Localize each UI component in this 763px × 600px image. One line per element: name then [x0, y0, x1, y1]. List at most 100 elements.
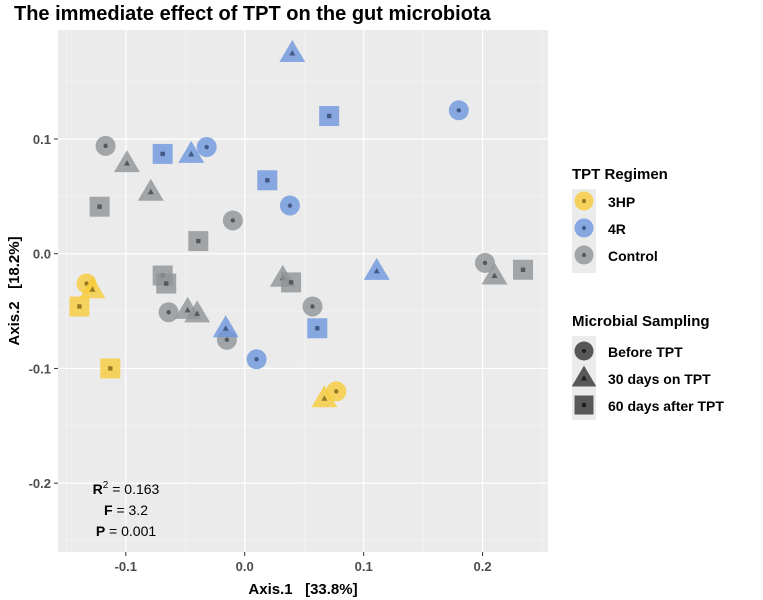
point-3hp-circle	[326, 381, 347, 402]
point-center-dot	[194, 310, 201, 316]
point-center-dot	[315, 326, 320, 331]
y-axis-title: Axis.2 [18.2%]	[6, 236, 23, 345]
legend-label: 3HP	[608, 194, 635, 210]
legend-item-circle: Before TPT	[574, 341, 683, 361]
point-center-dot	[103, 143, 108, 149]
point-center-dot	[196, 238, 201, 244]
legend-item-3hp: 3HP	[574, 191, 635, 211]
point-center-dot	[147, 188, 154, 195]
axis-ticks: -0.1 0.0 0.1 0.2 -0.2 -0.1 0.0 0.1	[29, 132, 492, 574]
point-control-square	[156, 273, 177, 294]
point-center-dot	[491, 272, 498, 279]
point-4r-triangle	[279, 39, 306, 62]
legend-item-control: Control	[574, 245, 658, 265]
point-4r-triangle	[363, 257, 390, 280]
legend-shape-title: Microbial Sampling	[572, 313, 710, 330]
point-center-dot	[581, 348, 587, 354]
chart-title: The immediate effect of TPT on the gut m…	[14, 3, 492, 25]
legend-item-triangle: 30 days on TPT	[571, 365, 711, 387]
point-center-dot	[581, 375, 587, 381]
point-4r-square	[152, 143, 173, 164]
point-center-dot	[184, 306, 191, 313]
point-center-dot	[326, 113, 332, 119]
point-center-dot	[166, 310, 171, 315]
point-control-circle	[158, 302, 179, 323]
point-4r-circle	[196, 137, 217, 158]
point-control-square	[513, 259, 534, 280]
point-control-square	[89, 196, 110, 217]
point-center-dot	[482, 260, 488, 266]
f-annotation: F = 3.2	[104, 502, 148, 518]
point-center-dot	[164, 281, 169, 286]
point-center-dot	[287, 203, 293, 208]
legend-label: 60 days after TPT	[608, 398, 724, 414]
legend-label: 4R	[608, 221, 626, 237]
point-center-dot	[310, 304, 315, 309]
point-4r-circle	[246, 349, 267, 370]
point-center-dot	[77, 304, 82, 309]
legend-label: Before TPT	[608, 344, 683, 360]
point-center-dot	[581, 198, 587, 204]
legend-color-title: TPT Regimen	[572, 166, 668, 183]
x-tick-label: 0.1	[355, 559, 373, 574]
point-4r-circle	[448, 100, 469, 121]
point-control-triangle	[481, 262, 508, 285]
point-center-dot	[581, 225, 587, 231]
point-center-dot	[288, 280, 294, 285]
point-center-dot	[265, 178, 270, 183]
x-axis-title: Axis.1 [33.8%]	[248, 581, 357, 598]
point-control-circle	[474, 252, 495, 273]
legend-item-4r: 4R	[574, 218, 626, 238]
point-center-dot	[334, 389, 339, 394]
point-control-triangle	[184, 300, 211, 323]
point-center-dot	[97, 204, 102, 209]
point-4r-triangle	[212, 315, 239, 338]
plot-panel	[58, 30, 548, 552]
y-tick-label: 0.0	[33, 247, 51, 262]
point-center-dot	[89, 286, 96, 292]
legend-label: 30 days on TPT	[608, 371, 711, 387]
point-control-circle	[302, 296, 323, 317]
point-3hp-triangle	[79, 276, 106, 299]
point-center-dot	[373, 267, 380, 274]
point-3hp-triangle	[311, 385, 338, 408]
point-4r-square	[307, 318, 328, 339]
point-control-triangle	[137, 178, 164, 201]
legend-label: Control	[608, 248, 658, 264]
point-4r-circle	[279, 195, 300, 216]
point-4r-triangle	[178, 140, 205, 163]
point-control-square	[188, 231, 209, 252]
point-control-circle	[95, 135, 116, 156]
point-center-dot	[456, 108, 462, 113]
point-center-dot	[254, 357, 259, 362]
y-tick-label: -0.1	[29, 361, 51, 376]
legend-item-square: 60 days after TPT	[574, 395, 724, 415]
point-center-dot	[222, 325, 229, 331]
point-center-dot	[160, 151, 165, 157]
gridlines	[58, 30, 548, 552]
y-tick-label: 0.1	[33, 132, 51, 147]
stats-annotation: R2 = 0.163 F = 3.2 P = 0.001	[93, 480, 160, 539]
point-control-triangle	[113, 150, 140, 173]
point-control-square	[281, 272, 302, 293]
point-3hp-square	[69, 296, 90, 317]
point-center-dot	[108, 366, 113, 371]
point-4r-square	[257, 170, 278, 191]
point-center-dot	[581, 402, 587, 408]
r2-annotation: R2 = 0.163	[93, 480, 160, 497]
point-center-dot	[581, 252, 587, 258]
point-center-dot	[289, 49, 296, 56]
y-tick-label: -0.2	[29, 476, 51, 491]
point-4r-square	[319, 106, 340, 127]
point-center-dot	[224, 337, 230, 342]
point-control-circle	[222, 210, 243, 231]
point-center-dot	[520, 267, 526, 272]
x-tick-label: -0.1	[115, 559, 137, 574]
data-points	[69, 39, 534, 408]
p-annotation: P = 0.001	[96, 523, 157, 539]
point-center-dot	[204, 144, 209, 150]
point-center-dot	[188, 150, 195, 157]
point-center-dot	[230, 218, 236, 223]
point-center-dot	[321, 395, 328, 401]
